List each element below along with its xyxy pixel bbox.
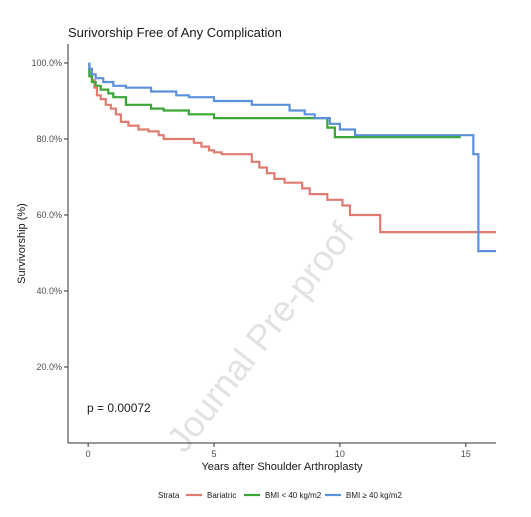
- y-axis-title: Survivorship (%): [16, 203, 28, 284]
- series-line-bmi-40-kg-m2: [88, 67, 461, 139]
- y-tick-label: 80.0%: [36, 134, 62, 144]
- watermark-text: Journal Pre-proof: [158, 214, 362, 459]
- legend-label: Bariatric: [207, 491, 236, 500]
- series-line-bmi-40-kg-m2: [88, 62, 496, 253]
- y-tick-label: 40.0%: [36, 286, 62, 296]
- x-axis-title: Years after Shoulder Arthroplasty: [201, 461, 363, 473]
- x-tick-label: 15: [461, 449, 471, 459]
- legend-label: BMI < 40 kg/m2: [265, 491, 322, 500]
- y-tick-label: 20.0%: [36, 362, 62, 372]
- x-tick-label: 10: [335, 449, 345, 459]
- chart-title: Surivorship Free of Any Complication: [68, 25, 282, 40]
- x-tick-label: 0: [86, 449, 91, 459]
- y-tick-label: 100.0%: [31, 58, 62, 68]
- legend-title: Strata: [158, 491, 180, 500]
- x-tick-label: 5: [212, 449, 217, 459]
- legend-label: BMI ≥ 40 kg/m2: [346, 491, 403, 500]
- series-line-bariatric: [88, 63, 496, 234]
- y-tick-label: 60.0%: [36, 210, 62, 220]
- p-value-annotation: p = 0.00072: [87, 401, 151, 415]
